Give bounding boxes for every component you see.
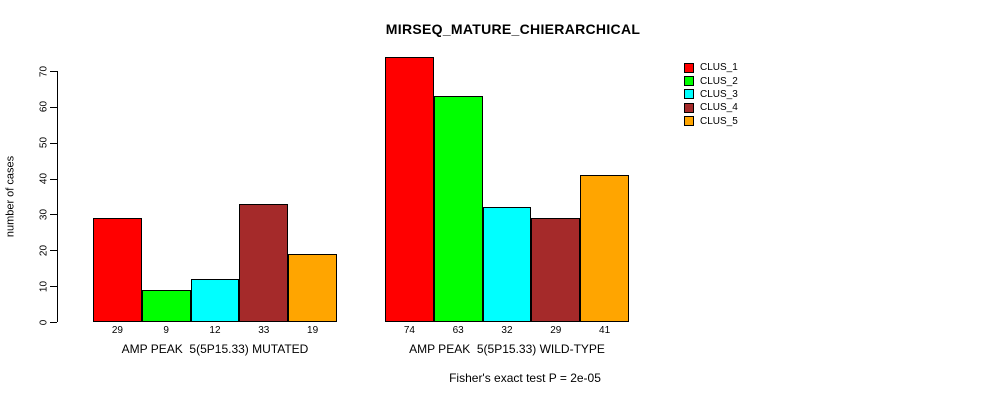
bar-clus-1-group1 xyxy=(93,218,142,322)
legend-label: CLUS_4 xyxy=(700,102,738,114)
bar-clus-3-group2 xyxy=(482,207,532,322)
bar-value-label: 19 xyxy=(307,325,319,336)
y-tick-mark xyxy=(50,250,57,252)
bar-value-label: 9 xyxy=(163,325,169,336)
legend-item-clus-1: CLUS_1 xyxy=(684,61,738,74)
bar-clus-1-group2 xyxy=(385,56,434,322)
y-axis-label: number of cases xyxy=(4,155,17,238)
group-label-mutated: AMP PEAK 5(5P15.33) MUTATED xyxy=(121,342,309,356)
bar-value-label: 33 xyxy=(258,325,270,336)
bar-clus-4-group2 xyxy=(531,218,581,322)
chart-title: MIRSEQ_MATURE_CHIERARCHICAL xyxy=(385,21,641,37)
bar-clus-5-group2 xyxy=(580,174,629,322)
legend-swatch-icon xyxy=(684,102,694,113)
bar-clus-4-group1 xyxy=(239,203,289,322)
legend-label: CLUS_1 xyxy=(700,62,738,74)
bar-value-label: 12 xyxy=(209,325,221,336)
y-tick-mark xyxy=(50,322,57,323)
legend-swatch-icon xyxy=(684,116,694,127)
y-tick-label: 30 xyxy=(38,208,50,220)
bar-value-label: 29 xyxy=(111,325,123,336)
group-label-wild-type: AMP PEAK 5(5P15.33) WILD-TYPE xyxy=(409,342,605,356)
y-tick-label: 0 xyxy=(38,319,50,325)
legend-swatch-icon xyxy=(684,76,694,87)
fisher-test-annotation: Fisher's exact test P = 2e-05 xyxy=(449,371,601,385)
bar-clus-5-group1 xyxy=(288,253,337,322)
bar-clus-3-group1 xyxy=(190,278,240,322)
y-axis-line xyxy=(57,71,58,322)
bar-clus-2-group1 xyxy=(141,289,191,322)
bar-value-label: 29 xyxy=(550,325,562,336)
bar-value-label: 74 xyxy=(403,325,415,336)
legend-label: CLUS_2 xyxy=(700,75,738,87)
y-tick-mark xyxy=(50,178,57,180)
y-tick-mark xyxy=(50,106,57,108)
bar-value-label: 41 xyxy=(599,325,611,336)
y-tick-mark xyxy=(50,286,57,288)
legend-item-clus-4: CLUS_4 xyxy=(684,101,738,114)
legend-swatch-icon xyxy=(684,62,694,73)
legend: CLUS_1 CLUS_2 CLUS_3 CLUS_4 CLUS_5 xyxy=(684,61,738,128)
y-tick-label: 50 xyxy=(38,137,50,149)
y-tick-label: 10 xyxy=(38,280,50,292)
y-tick-mark xyxy=(50,214,57,216)
y-tick-mark xyxy=(50,71,57,72)
legend-item-clus-2: CLUS_2 xyxy=(684,74,738,87)
y-tick-label: 70 xyxy=(38,65,50,77)
y-tick-label: 40 xyxy=(38,173,50,185)
legend-label: CLUS_5 xyxy=(700,115,738,127)
legend-label: CLUS_3 xyxy=(700,88,738,100)
y-tick-label: 60 xyxy=(38,101,50,113)
legend-item-clus-3: CLUS_3 xyxy=(684,88,738,101)
y-tick-label: 20 xyxy=(38,244,50,256)
legend-item-clus-5: CLUS_5 xyxy=(684,115,738,128)
bar-value-label: 32 xyxy=(501,325,513,336)
y-tick-mark xyxy=(50,142,57,144)
bar-value-label: 63 xyxy=(452,325,464,336)
legend-swatch-icon xyxy=(684,89,694,100)
bar-clus-2-group2 xyxy=(433,96,483,322)
